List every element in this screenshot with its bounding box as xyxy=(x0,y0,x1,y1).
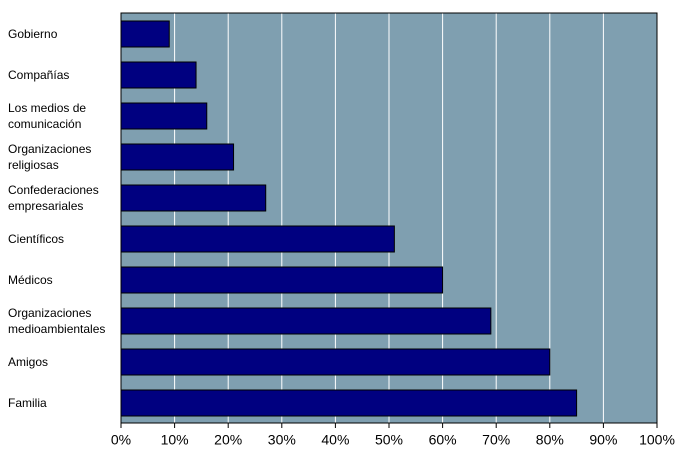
x-tick-label: 30% xyxy=(268,432,296,448)
x-tick-label: 70% xyxy=(482,432,510,448)
bar xyxy=(120,225,395,253)
category-label: Amigos xyxy=(8,355,49,369)
bar xyxy=(120,184,267,212)
x-tick-label: 50% xyxy=(375,432,403,448)
bar xyxy=(120,348,551,376)
category-label: Los medios de comunicación xyxy=(8,101,87,131)
category-label: Médicos xyxy=(8,273,53,287)
bar xyxy=(120,143,235,171)
x-tick-label: 60% xyxy=(429,432,457,448)
bar xyxy=(120,389,578,417)
bar xyxy=(120,61,197,89)
x-tick-label: 10% xyxy=(161,432,189,448)
x-tick-label: 90% xyxy=(589,432,617,448)
bar xyxy=(120,102,208,130)
category-label: Científicos xyxy=(8,232,65,246)
x-tick-label: 40% xyxy=(321,432,349,448)
x-tick-label: 100% xyxy=(639,432,675,448)
category-label: Familia xyxy=(8,396,47,410)
x-tick-label: 80% xyxy=(536,432,564,448)
category-label: Confederaciones empresariales xyxy=(8,183,99,213)
category-label: Organizaciones medioambientales xyxy=(8,306,106,336)
x-tick-label: 0% xyxy=(111,432,131,448)
bar xyxy=(120,20,170,48)
bar xyxy=(120,266,444,294)
plot-border xyxy=(120,12,658,424)
bar xyxy=(120,307,492,335)
x-tick-label: 20% xyxy=(214,432,242,448)
category-label: Gobierno xyxy=(8,27,58,41)
category-label: Compañías xyxy=(8,68,70,82)
category-label: Organizaciones religiosas xyxy=(8,142,92,172)
